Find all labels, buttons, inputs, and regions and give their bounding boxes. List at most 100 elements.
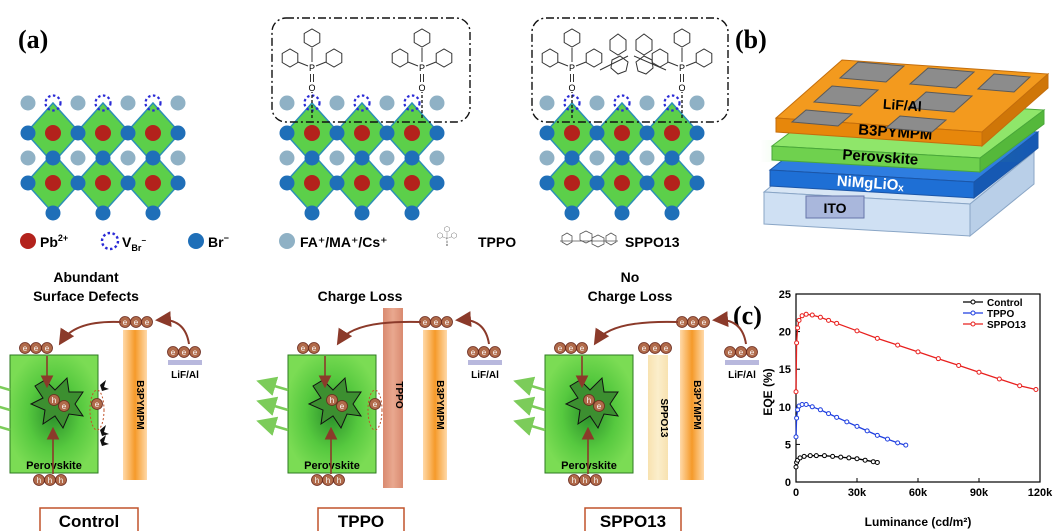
carrier-ball [369,398,381,410]
glass-side [969,150,1035,238]
br-site [614,150,630,166]
br-site [20,175,36,191]
cation-site [20,95,36,111]
y-axis-label: EQE (%) [761,368,775,415]
cation-site [329,95,345,111]
cathode-bar [168,360,202,365]
data-point-control [830,453,836,459]
data-point-sppo13 [976,369,982,375]
legend-label: TPPO [987,309,1014,320]
perovskite-label: Perovskite [561,460,617,472]
sppo13-layer [648,355,668,480]
br-site [170,125,186,141]
carrier-label: h [330,396,334,405]
data-point-sppo13 [793,389,799,395]
sppo13-molecule-left: PO [541,28,603,93]
carrier-label: e [193,348,198,357]
br-site [539,175,555,191]
data-point-tppo [903,442,909,448]
carrier-label: e [423,318,428,327]
oxygen-atom: O [568,83,575,93]
oxygen-atom: O [308,83,315,93]
legend-label: Control [987,298,1023,309]
br-site [404,205,420,221]
emission-arrow [513,396,546,416]
panel-label-b: (b) [735,25,767,54]
carrier-label: h [52,396,56,405]
svg-text:Pb2+: Pb2+ [40,233,68,250]
carrier-ball [441,316,453,328]
br-site [589,175,605,191]
br-vacancy [403,94,421,112]
br-vacancy [613,94,631,112]
carrier-label: e [445,318,450,327]
fluorene-core [599,33,667,75]
br-site [429,175,445,191]
perovskite-label: Perovskite [26,460,82,472]
x-axis-ticks: 0 30k 60k 90k 120k [793,478,1053,499]
pb-site [354,125,370,141]
cation-site [70,150,86,166]
data-point-control [838,454,844,460]
br-site [379,125,395,141]
carrier-label: e [680,318,685,327]
lattice-tppo [279,92,445,221]
data-point-control [807,453,813,459]
cation-site [639,150,655,166]
phosphorus-atom: P [446,237,448,241]
phosphorus-atom: P [309,63,315,73]
b3pympm-label: B3PYMPM [691,380,702,429]
cation-site [379,150,395,166]
emission-arrow [0,376,11,396]
layer-label-ito: ITO [823,200,846,216]
carrier-label: e [642,344,647,353]
carrier-label: h [583,476,587,485]
data-point-control [846,455,852,461]
phosphorus-atom: P [419,63,425,73]
cation-site [329,150,345,166]
cation-site [170,95,186,111]
cation-site [639,95,655,111]
defect-spark [100,380,109,391]
data-point-sppo13 [915,349,921,355]
data-point-sppo13 [796,317,802,323]
data-point-sppo13 [799,313,805,319]
sppo13-legend-label: SPPO13 [625,234,680,250]
br-site [404,150,420,166]
pb-legend-marker [20,233,36,249]
layer-label-nimglio: NiMgLiOₓ [836,173,905,195]
carrier-ball [746,346,758,358]
b3pympm-label: B3PYMPM [134,380,145,429]
emission-arrow [513,376,546,396]
cation-site [539,95,555,111]
carrier-label: h [48,476,52,485]
br-site [20,125,36,141]
oxygen-atom: O [446,243,449,247]
sppo13-legend-icon [560,230,618,248]
vbr-legend-label: V [122,234,132,250]
tppo-molecule-left: PO [281,28,343,93]
carrier-ball [326,394,338,406]
carrier-label: e [471,348,476,357]
carrier-label: h [37,476,41,485]
br-site [564,150,580,166]
pb-site [664,125,680,141]
data-point-sppo13 [803,311,809,317]
sppo13-layer-label: SPPO13 [658,399,669,438]
carrier-label: h [315,476,319,485]
x-tick-label: 0 [793,487,799,499]
carrier-label: e [482,348,487,357]
pb-site [354,175,370,191]
tppo-title: Charge Loss [318,288,403,304]
data-point-sppo13 [996,376,1002,382]
cation-legend-label: FA⁺/MA⁺/Cs⁺ [300,234,388,250]
cation-site [120,150,136,166]
br-site [614,205,630,221]
tppo-layer [383,308,403,488]
carrier-label: e [653,344,658,353]
caption-tppo: TPPO [317,507,405,531]
legend-marker [970,310,976,316]
